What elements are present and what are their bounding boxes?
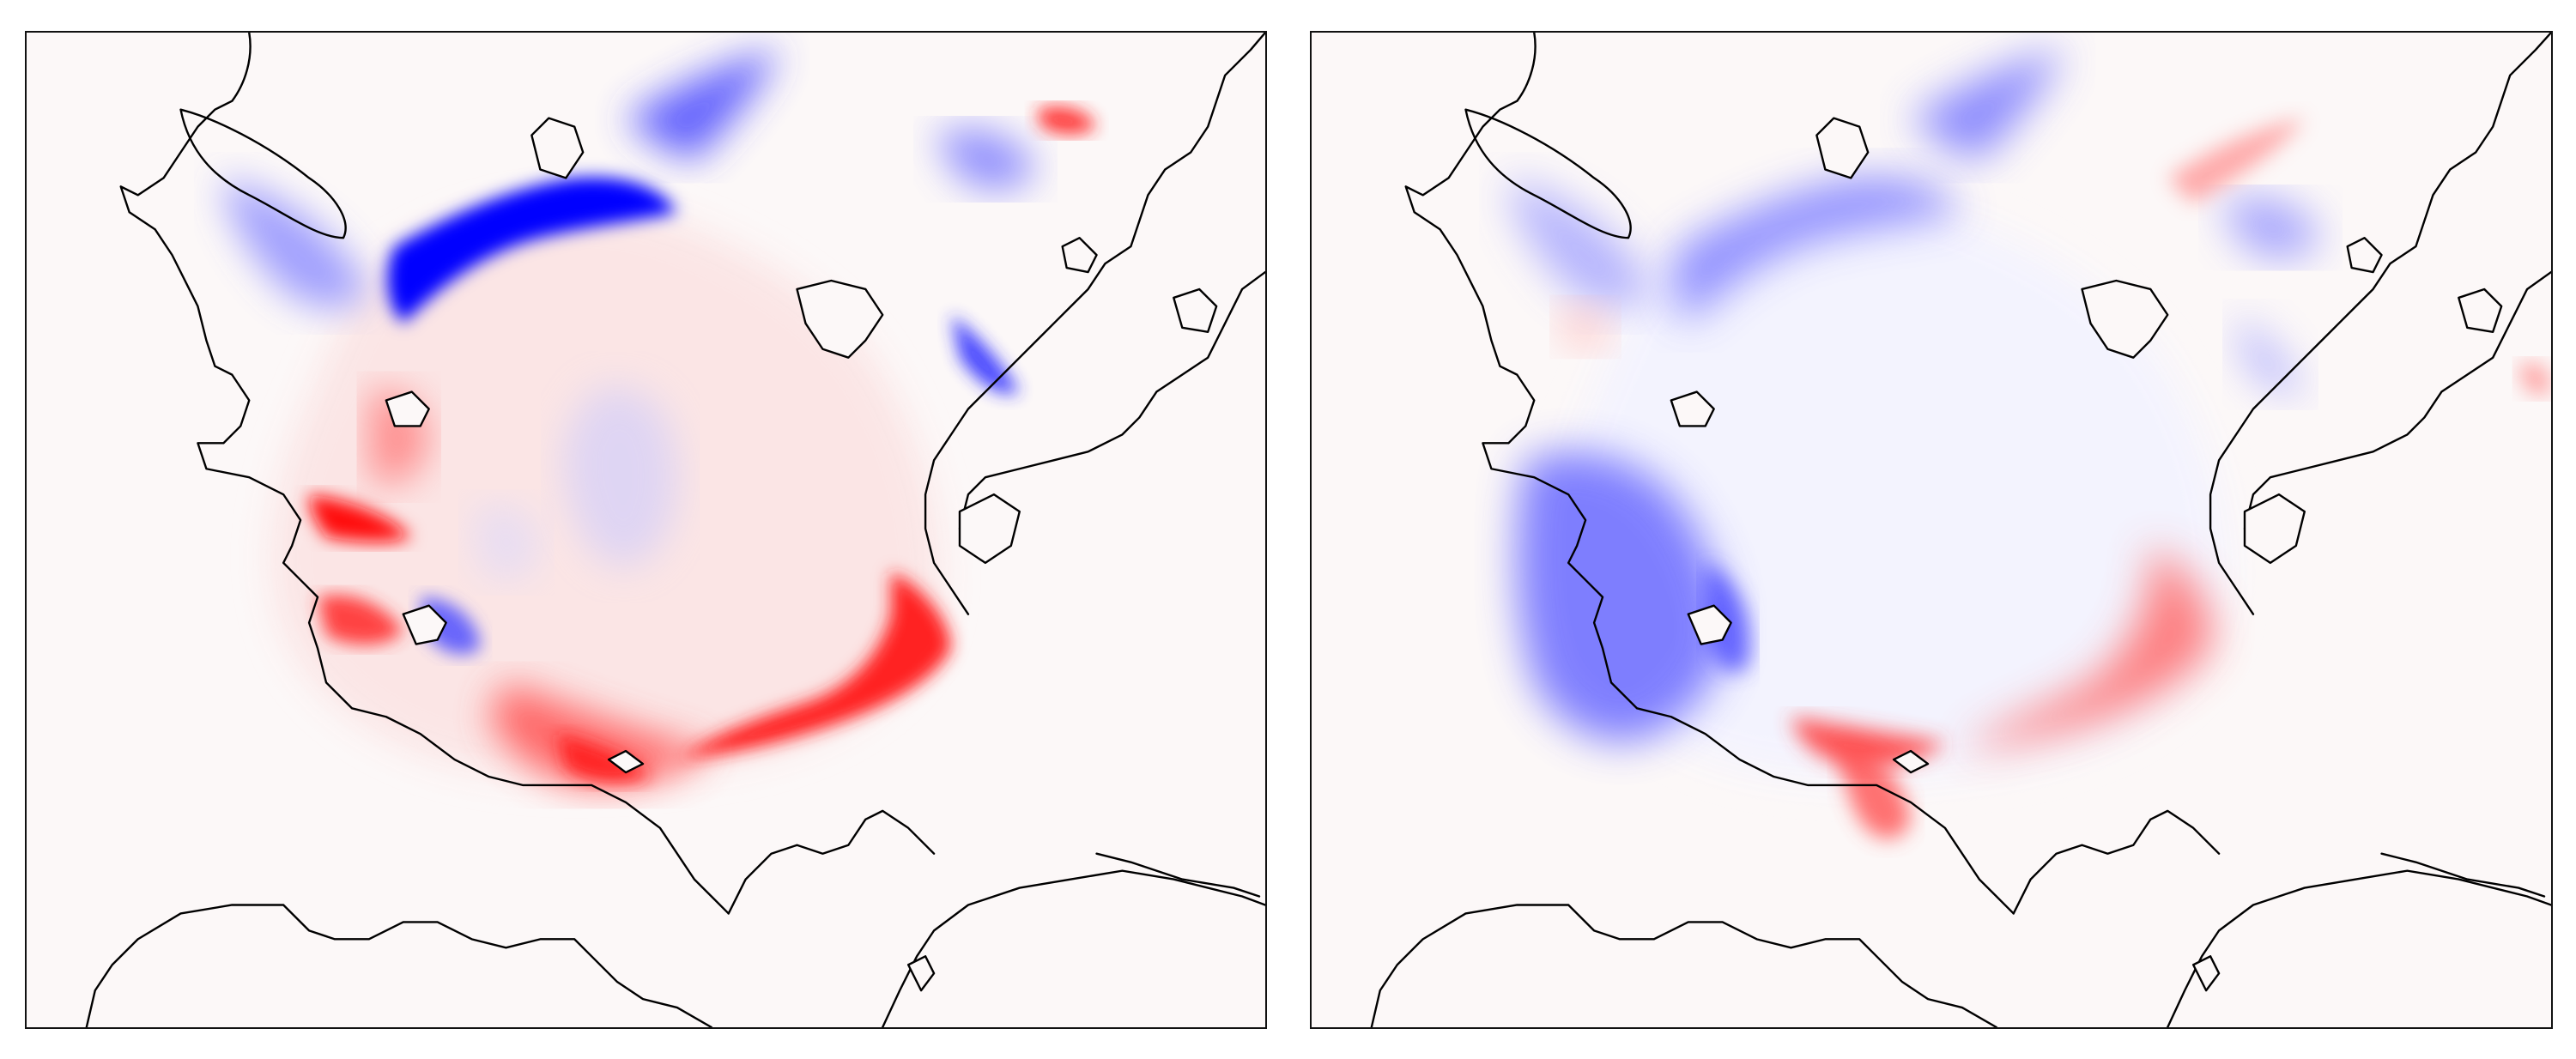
island-4 <box>607 749 645 774</box>
red-band-south <box>488 682 712 788</box>
red-patch-west-2 <box>318 595 403 645</box>
island-6 <box>385 390 430 427</box>
island-7 <box>2346 236 2383 274</box>
blue-band-north-2 <box>1911 49 2065 161</box>
coastline-southeast <box>958 270 1265 530</box>
coastline-bottom-left <box>1370 904 1997 1027</box>
red-tint-west <box>1560 304 1612 350</box>
island-4 <box>1892 749 1930 774</box>
coastline-bottom-right <box>2167 869 2551 1027</box>
map-left-svg <box>85 33 1265 1027</box>
map-right-svg <box>1370 33 2551 1027</box>
coastline-northwest <box>1404 33 2015 915</box>
blue-streak-west-2 <box>1705 562 1751 673</box>
coastline-hudson <box>1464 108 1632 239</box>
coastline-bottom-right <box>882 869 1265 1027</box>
red-band-southeast <box>676 571 952 760</box>
island-9 <box>2191 955 2221 992</box>
blue-region-west <box>1516 451 1724 743</box>
coastlines-right <box>1370 33 2551 1027</box>
red-patch-north-islands <box>1036 106 1097 136</box>
island-5 <box>530 117 585 179</box>
island-1 <box>796 279 884 359</box>
blue-band-nw <box>223 178 369 309</box>
blue-strip-greenland <box>951 314 1020 395</box>
coastline-hudson <box>179 108 347 239</box>
red-band-southeast <box>1961 545 2213 752</box>
island-7 <box>1061 236 1098 274</box>
island-2 <box>958 493 1021 565</box>
coastline-bottom-left <box>85 904 712 1027</box>
blue-patch-east <box>2236 314 2305 395</box>
island-3 <box>1687 604 1732 645</box>
coastline-aleutians <box>1095 852 1261 898</box>
coastline-southeast <box>2243 270 2551 530</box>
island-8 <box>2458 287 2503 333</box>
blue-band-nw <box>1508 178 1654 309</box>
island-3 <box>402 604 447 645</box>
blue-band-north <box>1672 177 1962 324</box>
central-blue-patch <box>563 387 677 567</box>
anomaly-field-left <box>223 49 1097 788</box>
coastline-northwest <box>119 33 730 915</box>
map-panel-right <box>1310 31 2553 1029</box>
blue-band-north-2 <box>626 49 780 161</box>
blue-band-north <box>387 177 677 324</box>
blue-patch-ne <box>934 128 1037 191</box>
island-8 <box>1173 287 1218 333</box>
coastline-east <box>2209 33 2551 615</box>
coastline-bottom-center <box>2012 809 2221 915</box>
coastline-east <box>924 33 1265 615</box>
map-panel-left <box>25 31 1267 1029</box>
coastlines-left <box>85 33 1265 1027</box>
blue-patch-ne <box>2219 197 2322 259</box>
central-blue-streak <box>471 505 541 580</box>
island-6 <box>1670 390 1715 427</box>
red-plume-south <box>1840 742 1912 839</box>
anomaly-field-right <box>1508 49 2551 839</box>
island-5 <box>1815 117 1870 179</box>
coastline-aleutians <box>2380 852 2546 898</box>
red-streak-northeast <box>2167 118 2305 204</box>
coastline-bottom-center <box>727 809 936 915</box>
island-1 <box>2081 279 2169 359</box>
island-9 <box>906 955 936 992</box>
red-patch-east-edge <box>2518 362 2551 396</box>
island-2 <box>2243 493 2306 565</box>
red-patch-west <box>309 494 412 542</box>
